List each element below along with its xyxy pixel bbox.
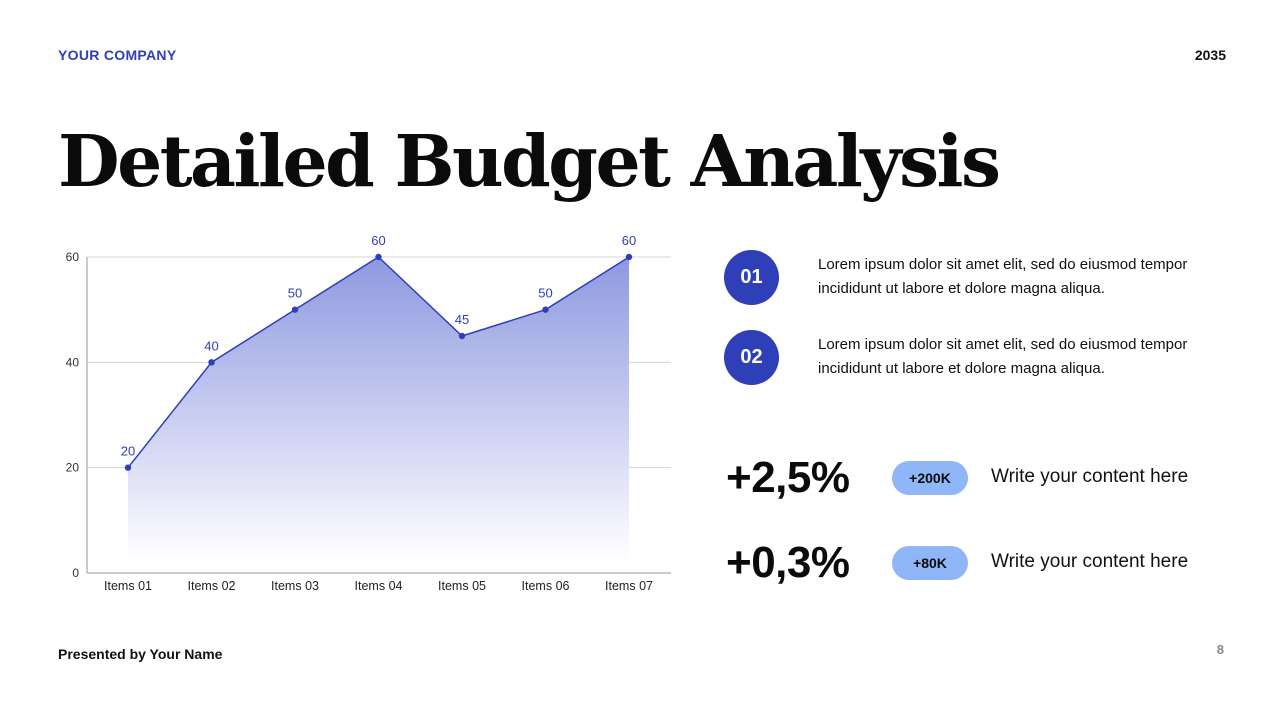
data-point xyxy=(458,332,466,340)
chart-svg: 0 20 40 60 20 Items 01 40 Items 02 50 Items 03 60 I… xyxy=(66,233,671,593)
data-point xyxy=(375,253,382,261)
point-badge-01: 01 xyxy=(724,250,779,305)
data-point xyxy=(208,359,215,366)
page-title: Detailed Budget Analysis xyxy=(58,119,1001,203)
x-tick-label: Items 07 xyxy=(605,579,653,593)
page-number: 8 xyxy=(1216,642,1224,657)
stat-row-1: +2,5% +200K Write your content here xyxy=(726,452,1226,502)
stat-value-2: +0,3% xyxy=(726,538,850,587)
data-label: 60 xyxy=(622,233,636,248)
stat-pill-2: +80K xyxy=(892,546,968,580)
point-item-01: 01 Lorem ipsum dolor sit amet elit, sed … xyxy=(724,250,1244,310)
area-fill xyxy=(128,257,629,561)
x-tick-label: Items 03 xyxy=(271,579,319,593)
point-item-02: 02 Lorem ipsum dolor sit amet elit, sed … xyxy=(724,330,1244,390)
data-label: 20 xyxy=(121,444,135,459)
x-tick-label: Items 06 xyxy=(522,579,570,593)
x-tick-label: Items 01 xyxy=(104,579,152,593)
point-text-01: Lorem ipsum dolor sit amet elit, sed do … xyxy=(818,256,1188,297)
x-tick-label: Items 05 xyxy=(438,579,486,593)
data-label: 40 xyxy=(204,338,218,353)
data-point xyxy=(625,253,633,261)
data-label: 60 xyxy=(371,233,385,248)
presenter-credit: Presented by Your Name xyxy=(58,646,223,662)
stat-desc-1: Write your content here xyxy=(991,466,1189,487)
data-label: 45 xyxy=(455,312,469,327)
area-chart: 0 20 40 60 20 Items 01 40 Items 02 50 Items 03 60 I… xyxy=(40,220,690,610)
data-label: 50 xyxy=(538,286,552,301)
stat-pill-1: +200K xyxy=(892,461,968,495)
data-point xyxy=(542,306,549,313)
y-tick-label: 60 xyxy=(66,250,80,264)
year-label: 2035 xyxy=(1194,47,1226,63)
y-tick-label: 20 xyxy=(66,461,80,475)
data-point xyxy=(124,464,132,471)
stat-row-2: +0,3% +80K Write your content here xyxy=(726,537,1226,587)
company-name: YOUR COMPANY xyxy=(58,47,177,63)
x-tick-label: Items 02 xyxy=(188,579,236,593)
y-tick-label: 40 xyxy=(66,355,80,369)
point-badge-02: 02 xyxy=(724,330,779,385)
x-tick-label: Items 04 xyxy=(355,579,403,593)
stat-value-1: +2,5% xyxy=(726,453,850,502)
y-tick-label: 0 xyxy=(72,566,79,580)
point-text-02: Lorem ipsum dolor sit amet elit, sed do … xyxy=(818,336,1188,377)
data-point xyxy=(291,306,299,313)
stat-desc-2: Write your content here xyxy=(991,551,1189,572)
data-label: 50 xyxy=(288,286,302,301)
